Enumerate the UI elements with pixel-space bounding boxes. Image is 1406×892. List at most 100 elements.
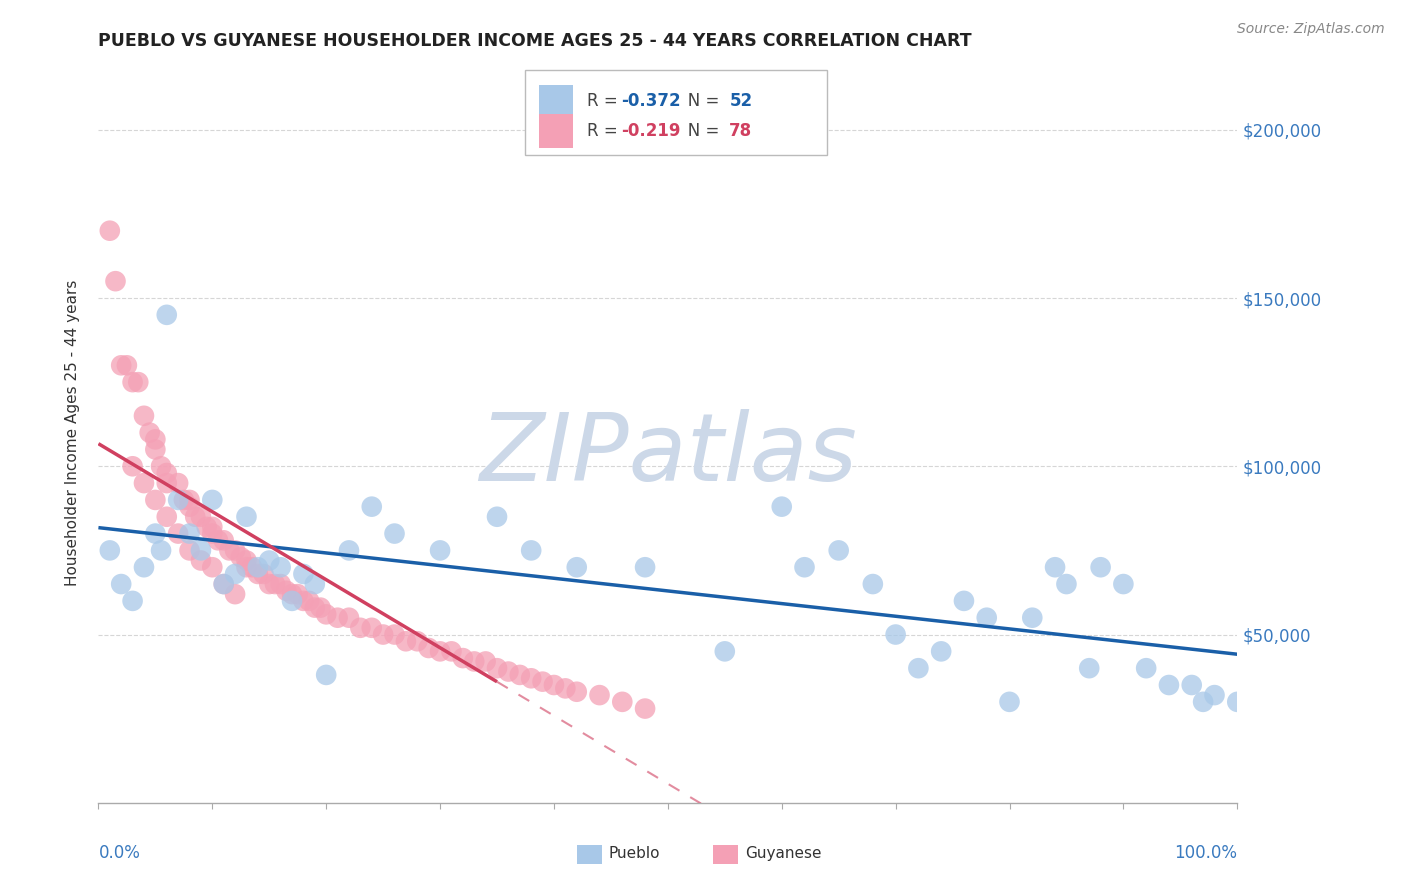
Y-axis label: Householder Income Ages 25 - 44 years: Householder Income Ages 25 - 44 years [65,279,80,586]
Point [98,543,121,558]
Point [953,594,976,608]
Point [121,375,143,389]
Point [127,375,149,389]
Point [976,610,998,624]
Point [281,587,304,601]
Point [270,560,292,574]
Point [520,543,543,558]
Point [156,509,179,524]
Point [235,553,257,567]
Bar [538,114,574,147]
Point [224,587,246,601]
Point [179,526,201,541]
Point [304,600,326,615]
Point [138,425,160,440]
Point [167,492,190,507]
Point [1021,610,1043,624]
Point [429,644,451,658]
Point [292,594,315,608]
Point [1056,577,1078,591]
Point [304,577,326,591]
Point [565,560,588,574]
Point [104,274,127,288]
Point [543,678,565,692]
Point [276,583,298,598]
Point [195,520,218,534]
Text: 0.0%: 0.0% [98,844,141,862]
Point [121,594,143,608]
Text: Guyanese: Guyanese [745,847,821,862]
Point [498,665,520,679]
Text: R =: R = [586,122,623,140]
Text: Source: ZipAtlas.com: Source: ZipAtlas.com [1237,22,1385,37]
Text: 100.0%: 100.0% [1174,844,1237,862]
Bar [713,845,738,863]
Point [281,594,304,608]
Point [1192,695,1215,709]
Point [1135,661,1157,675]
Point [929,644,952,658]
Point [554,681,576,696]
Point [184,509,207,524]
Point [179,492,201,507]
Point [173,492,195,507]
Point [1181,678,1204,692]
Point [486,661,509,675]
Point [270,577,292,591]
Point [235,509,257,524]
Point [337,543,360,558]
Point [145,526,167,541]
Point [115,359,138,373]
Point [179,500,201,514]
Point [212,577,235,591]
Point [1043,560,1066,574]
Point [240,560,263,574]
FancyBboxPatch shape [526,70,827,155]
Point [167,526,190,541]
Point [156,466,179,480]
Point [1157,678,1180,692]
Point [246,566,269,581]
Text: 78: 78 [730,122,752,140]
Point [235,560,257,574]
Point [212,577,235,591]
Point [714,644,737,658]
Point [259,577,281,591]
Point [224,566,246,581]
Bar [576,845,602,863]
Point [360,621,382,635]
Point [520,671,543,685]
Point [531,674,554,689]
Point [1112,577,1135,591]
Point [360,500,382,514]
Text: N =: N = [672,92,725,111]
Point [259,553,281,567]
Point [190,553,212,567]
Point [884,627,907,641]
Point [156,476,179,491]
Point [486,509,509,524]
Point [145,442,167,457]
Point [252,566,274,581]
Point [132,476,155,491]
Point [612,695,634,709]
Point [384,526,406,541]
Point [1226,695,1249,709]
Point [201,526,224,541]
Point [418,640,440,655]
Text: Pueblo: Pueblo [609,847,661,862]
Point [145,492,167,507]
Point [156,308,179,322]
Point [212,533,235,548]
Point [406,634,429,648]
Point [395,634,418,648]
Text: -0.219: -0.219 [621,122,681,140]
Point [218,543,240,558]
Point [326,610,349,624]
Point [770,500,793,514]
Point [907,661,929,675]
Point [1078,661,1101,675]
Text: 52: 52 [730,92,752,111]
Point [150,459,173,474]
Point [201,520,224,534]
